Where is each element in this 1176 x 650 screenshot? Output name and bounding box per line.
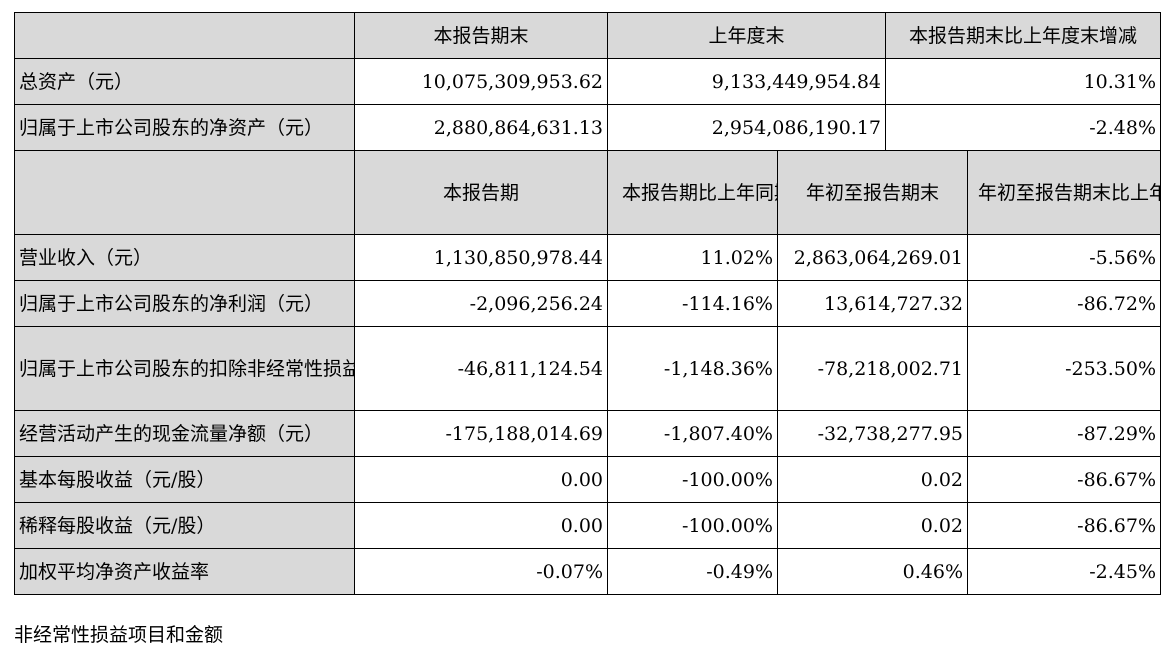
value-cell: -0.07%	[354, 548, 608, 595]
value-cell: -2,096,256.24	[354, 280, 608, 327]
value-cell: 0.02	[776, 456, 969, 503]
table-row: 归属于上市公司股东的净利润（元） -2,096,256.24 -114.16% …	[14, 280, 1162, 327]
value-cell: 2,863,064,269.01	[776, 234, 969, 281]
value-cell: 13,614,727.32	[776, 280, 969, 327]
table-row: 基本每股收益（元/股） 0.00 -100.00% 0.02 -86.67%	[14, 456, 1162, 503]
table-row: 稀释每股收益（元/股） 0.00 -100.00% 0.02 -86.67%	[14, 502, 1162, 549]
header-ytd-yoy-change: 年初至报告期末比上年同期增减	[967, 150, 1162, 235]
table-row: 归属于上市公司股东的扣除非经常性损益的净利润（元） -46,811,124.54…	[14, 326, 1162, 411]
value-cell: -5.56%	[967, 234, 1162, 281]
value-cell: 2,880,864,631.13	[354, 104, 608, 151]
row-label: 归属于上市公司股东的净利润（元）	[14, 280, 355, 327]
value-cell: -100.00%	[607, 502, 778, 549]
table-row: 加权平均净资产收益率 -0.07% -0.49% 0.46% -2.45%	[14, 548, 1162, 595]
header-empty-cell	[14, 12, 355, 59]
footer-heading: 非经常性损益项目和金额	[14, 624, 224, 646]
row-label: 稀释每股收益（元/股）	[14, 502, 355, 549]
value-cell: -253.50%	[967, 326, 1162, 411]
header-empty-cell	[14, 150, 355, 235]
table-row: 经营活动产生的现金流量净额（元） -175,188,014.69 -1,807.…	[14, 410, 1162, 457]
value-cell: 0.00	[354, 456, 608, 503]
header-period-end: 本报告期末	[354, 12, 608, 59]
header-period-end-change: 本报告期末比上年度末增减	[885, 12, 1162, 59]
value-cell: -86.67%	[967, 502, 1162, 549]
row-label: 总资产（元）	[14, 58, 355, 105]
value-cell: -175,188,014.69	[354, 410, 608, 457]
table-row: 总资产（元） 10,075,309,953.62 9,133,449,954.8…	[14, 58, 1162, 105]
row-label: 归属于上市公司股东的净资产（元）	[14, 104, 355, 151]
value-cell: 9,133,449,954.84	[606, 58, 887, 105]
value-cell: -114.16%	[607, 280, 778, 327]
value-cell: -86.67%	[967, 456, 1162, 503]
value-cell: -78,218,002.71	[776, 326, 969, 411]
header-current-period: 本报告期	[354, 150, 608, 235]
value-cell: 0.02	[776, 502, 969, 549]
value-cell: -46,811,124.54	[354, 326, 608, 411]
value-cell: -32,738,277.95	[776, 410, 969, 457]
financial-summary-table: 本报告期末 上年度末 本报告期末比上年度末增减 总资产（元） 10,075,30…	[14, 12, 1162, 595]
value-cell: -87.29%	[967, 410, 1162, 457]
value-cell: 1,130,850,978.44	[354, 234, 608, 281]
row-label: 营业收入（元）	[14, 234, 355, 281]
value-cell: -100.00%	[607, 456, 778, 503]
header-prior-year-end: 上年度末	[606, 12, 887, 59]
header-year-to-date: 年初至报告期末	[776, 150, 969, 235]
row-label: 经营活动产生的现金流量净额（元）	[14, 410, 355, 457]
value-cell: -1,148.36%	[607, 326, 778, 411]
value-cell: -2.45%	[967, 548, 1162, 595]
top-header-row: 本报告期末 上年度末 本报告期末比上年度末增减	[14, 12, 1162, 59]
bottom-header-row: 本报告期 本报告期比上年同期增减 年初至报告期末 年初至报告期末比上年同期增减	[14, 150, 1162, 235]
value-cell: 0.46%	[776, 548, 969, 595]
header-period-yoy-change: 本报告期比上年同期增减	[607, 150, 778, 235]
value-cell: 10,075,309,953.62	[354, 58, 608, 105]
value-cell: 10.31%	[885, 58, 1162, 105]
value-cell: -2.48%	[885, 104, 1162, 151]
row-label: 归属于上市公司股东的扣除非经常性损益的净利润（元）	[14, 326, 355, 411]
value-cell: -0.49%	[607, 548, 778, 595]
table-row: 营业收入（元） 1,130,850,978.44 11.02% 2,863,06…	[14, 234, 1162, 281]
value-cell: -86.72%	[967, 280, 1162, 327]
row-label: 基本每股收益（元/股）	[14, 456, 355, 503]
value-cell: 2,954,086,190.17	[606, 104, 887, 151]
value-cell: 0.00	[354, 502, 608, 549]
value-cell: 11.02%	[607, 234, 778, 281]
row-label: 加权平均净资产收益率	[14, 548, 355, 595]
value-cell: -1,807.40%	[607, 410, 778, 457]
table-row: 归属于上市公司股东的净资产（元） 2,880,864,631.13 2,954,…	[14, 104, 1162, 151]
